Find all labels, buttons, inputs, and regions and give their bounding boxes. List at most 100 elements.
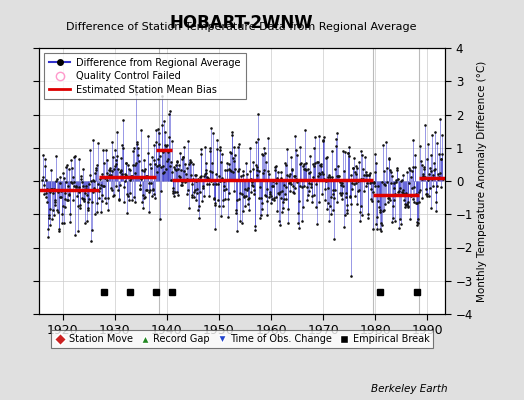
- Point: [359, 188, 368, 194]
- Point: [117, 168, 126, 175]
- Point: [149, 191, 158, 197]
- Point: [57, 188, 65, 194]
- Point: [372, 160, 380, 166]
- Point: [414, 216, 422, 222]
- Point: [427, 168, 435, 174]
- Point: [96, 209, 105, 215]
- Point: [380, 206, 389, 213]
- Point: [56, 194, 64, 200]
- Point: [437, 156, 445, 162]
- Point: [124, 162, 133, 168]
- Point: [386, 196, 395, 203]
- Point: [381, 201, 389, 207]
- Point: [171, 188, 179, 195]
- Point: [208, 160, 216, 166]
- Point: [125, 177, 134, 183]
- Point: [429, 172, 438, 178]
- Point: [271, 164, 279, 170]
- Point: [388, 214, 397, 221]
- Point: [220, 182, 228, 189]
- Point: [72, 192, 81, 199]
- Point: [267, 182, 276, 189]
- Point: [409, 136, 418, 143]
- Point: [276, 222, 284, 228]
- Point: [253, 167, 261, 173]
- Point: [256, 215, 264, 222]
- Point: [112, 183, 120, 190]
- Point: [398, 189, 406, 195]
- Point: [90, 178, 98, 184]
- Point: [176, 150, 184, 156]
- Point: [137, 126, 146, 133]
- Point: [136, 186, 145, 192]
- Point: [45, 215, 53, 221]
- Point: [54, 228, 63, 234]
- Point: [303, 196, 311, 203]
- Point: [279, 182, 288, 188]
- Point: [183, 164, 191, 171]
- Point: [92, 165, 100, 172]
- Point: [159, 149, 168, 155]
- Point: [356, 218, 364, 224]
- Point: [366, 170, 375, 176]
- Point: [300, 166, 308, 172]
- Point: [263, 198, 271, 204]
- Point: [360, 172, 368, 178]
- Point: [208, 168, 216, 175]
- Point: [113, 153, 121, 160]
- Point: [281, 160, 289, 166]
- Point: [219, 203, 227, 209]
- Point: [299, 163, 307, 170]
- Point: [292, 175, 301, 182]
- Point: [95, 176, 104, 182]
- Point: [72, 184, 81, 190]
- Point: [290, 184, 299, 191]
- Point: [238, 208, 247, 214]
- Point: [179, 154, 188, 160]
- Point: [161, 142, 169, 148]
- Point: [211, 200, 220, 206]
- Point: [83, 204, 92, 211]
- Point: [85, 146, 94, 153]
- Point: [95, 188, 104, 194]
- Point: [302, 167, 311, 174]
- Point: [335, 173, 344, 179]
- Point: [281, 184, 290, 191]
- Point: [102, 200, 110, 206]
- Point: [84, 207, 93, 213]
- Point: [292, 152, 301, 158]
- Point: [211, 202, 219, 208]
- Point: [253, 164, 261, 170]
- Point: [51, 202, 60, 208]
- Point: [301, 166, 309, 172]
- Point: [435, 150, 443, 157]
- Point: [306, 153, 314, 160]
- Point: [404, 199, 412, 205]
- Point: [431, 189, 440, 196]
- Point: [430, 159, 439, 166]
- Point: [45, 212, 53, 218]
- Point: [384, 199, 392, 205]
- Point: [430, 167, 438, 174]
- Legend: Station Move, Record Gap, Time of Obs. Change, Empirical Break: Station Move, Record Gap, Time of Obs. C…: [51, 330, 433, 348]
- Point: [413, 222, 421, 228]
- Point: [241, 186, 249, 192]
- Point: [350, 154, 358, 161]
- Point: [115, 182, 124, 188]
- Point: [148, 154, 156, 160]
- Point: [124, 193, 132, 200]
- Point: [369, 226, 377, 232]
- Point: [168, 169, 176, 175]
- Point: [337, 190, 346, 196]
- Point: [118, 142, 126, 149]
- Point: [42, 194, 51, 200]
- Point: [434, 171, 442, 177]
- Point: [416, 186, 424, 193]
- Point: [81, 190, 90, 197]
- Point: [68, 180, 76, 186]
- Point: [184, 205, 193, 211]
- Point: [413, 219, 422, 226]
- Point: [108, 154, 117, 161]
- Point: [65, 191, 73, 198]
- Point: [164, 156, 172, 162]
